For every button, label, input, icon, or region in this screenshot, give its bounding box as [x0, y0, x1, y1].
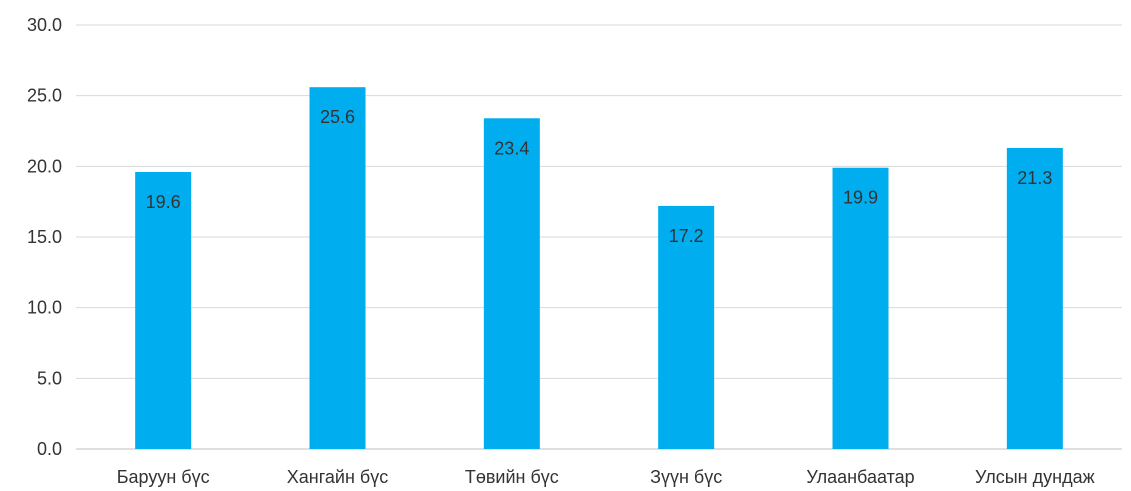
bars	[135, 87, 1063, 449]
x-tick-label: Зүүн бүс	[650, 467, 722, 487]
data-label: 19.6	[146, 192, 181, 212]
data-label: 23.4	[494, 138, 529, 158]
x-tick-label: Улсын дундаж	[975, 467, 1095, 487]
y-tick-label: 15.0	[27, 227, 62, 247]
x-tick-label: Төвийн бүс	[465, 467, 559, 487]
bar	[832, 167, 889, 449]
bar	[483, 118, 540, 449]
bar	[658, 205, 715, 449]
y-tick-label: 20.0	[27, 156, 62, 176]
data-label: 21.3	[1017, 168, 1052, 188]
bar	[135, 171, 192, 449]
bar	[1006, 147, 1063, 449]
data-label: 19.9	[843, 188, 878, 208]
y-tick-label: 10.0	[27, 298, 62, 318]
y-axis-ticks: 0.0 5.0 10.0 15.0 20.0 25.0 30.0	[27, 15, 62, 459]
x-tick-label: Хангайн бүс	[287, 467, 388, 487]
gridlines	[76, 24, 1122, 450]
x-tick-label: Баруун бүс	[117, 467, 210, 487]
data-label: 17.2	[669, 226, 704, 246]
y-tick-label: 5.0	[37, 368, 62, 388]
y-tick-label: 30.0	[27, 15, 62, 35]
x-axis-categories: Баруун бүс Хангайн бүс Төвийн бүс Зүүн бүс У…	[117, 467, 1095, 487]
data-label: 25.6	[320, 107, 355, 127]
y-tick-label: 0.0	[37, 439, 62, 459]
x-tick-label: Улаанбаатар	[806, 467, 914, 487]
bar	[309, 87, 366, 449]
y-tick-label: 25.0	[27, 86, 62, 106]
data-labels: 19.6 25.6 23.4 17.2 19.9 21.3	[146, 107, 1053, 246]
